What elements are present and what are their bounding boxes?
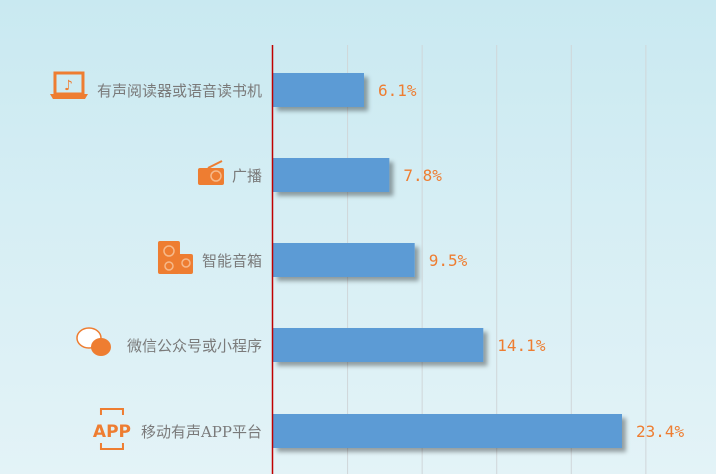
bar [273, 243, 415, 277]
bar [273, 328, 484, 362]
laptop-music-icon: ♪ [49, 71, 88, 99]
app-icon: APP [93, 408, 131, 450]
data-label: 9.5% [429, 251, 468, 270]
data-label: 14.1% [497, 336, 546, 355]
radio-icon [197, 160, 224, 185]
svg-text:♪: ♪ [64, 78, 73, 94]
data-label: 23.4% [636, 422, 685, 441]
category-label: 有声阅读器或语音读书机 [97, 82, 262, 100]
data-label: 7.8% [403, 166, 442, 185]
data-label: 6.1% [378, 81, 417, 100]
bar [273, 158, 390, 192]
bar [273, 414, 622, 448]
bar [273, 73, 364, 107]
labels: 6.1% 有声阅读器或语音读书机 7.8% 广播 9.5% 智能音箱 14.1% 微信公众号或… [97, 81, 685, 441]
icons: ♪ APP [49, 71, 224, 450]
bars [273, 73, 622, 448]
category-label: 移动有声APP平台 [141, 423, 262, 441]
category-label: 微信公众号或小程序 [127, 337, 262, 355]
category-label: 广播 [232, 167, 262, 185]
gridlines [347, 45, 647, 474]
category-label: 智能音箱 [202, 252, 262, 270]
svg-text:APP: APP [93, 422, 131, 442]
speaker-icon [157, 241, 193, 274]
wechat-icon [76, 327, 111, 356]
